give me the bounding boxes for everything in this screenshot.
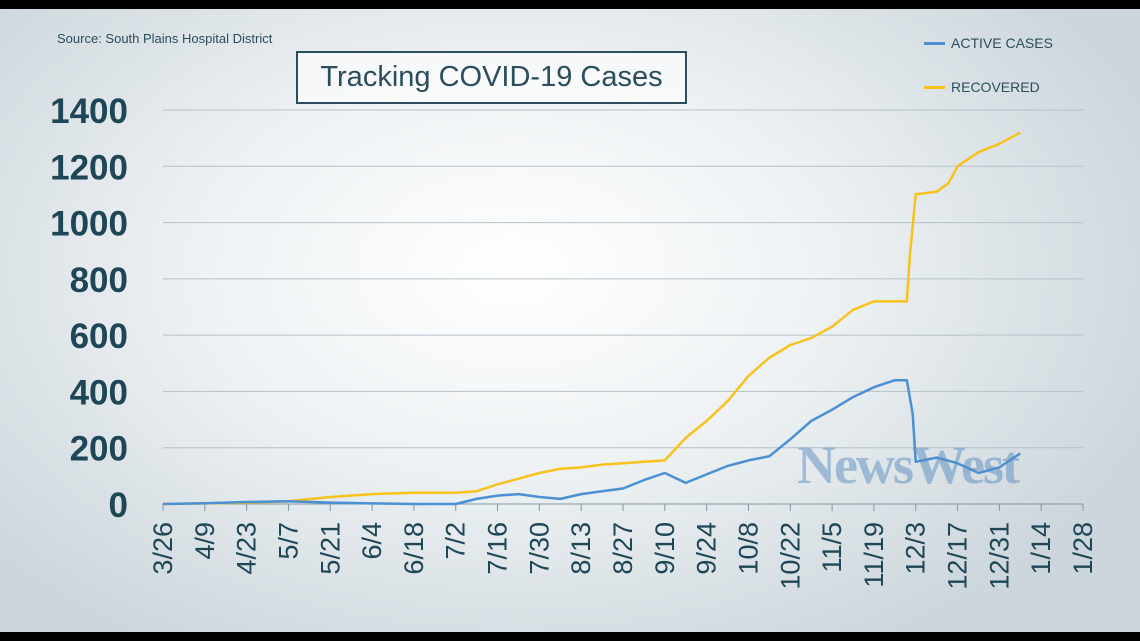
x-tick-label: 12/31 <box>984 522 1014 590</box>
x-tick-label: 11/19 <box>859 522 889 588</box>
chart-frame: 0 200 400 600 800 1000 1200 1400 3/26 4/9 4/23 5/7 5… <box>0 9 1140 632</box>
x-tick-label: 10/8 <box>733 522 763 575</box>
x-tick-label: 7/16 <box>483 522 513 575</box>
legend-label-active: ACTIVE CASES <box>951 35 1053 51</box>
line-chart: 0 200 400 600 800 1000 1200 1400 3/26 4/9 4/23 5/7 5… <box>50 92 1098 590</box>
legend-swatch-recovered <box>924 85 945 89</box>
y-tick-label: 800 <box>70 261 128 300</box>
y-tick-label: 1200 <box>50 148 128 187</box>
newswest-logo: NewsWest <box>797 435 1020 495</box>
x-tick-label: 4/23 <box>232 522 262 575</box>
y-tick-label: 200 <box>70 430 128 469</box>
chart-title-box: Tracking COVID-19 Cases <box>296 51 687 104</box>
x-tick-label: 8/13 <box>566 522 596 575</box>
x-tick-label: 6/18 <box>399 522 429 575</box>
chart-title: Tracking COVID-19 Cases <box>320 61 663 93</box>
legend-item-active: ACTIVE CASES <box>924 35 1053 51</box>
source-note: Source: South Plains Hospital District <box>57 31 273 46</box>
x-tick-label: 9/24 <box>692 522 722 575</box>
x-tick-label: 7/2 <box>441 522 471 560</box>
x-tick-label: 6/4 <box>357 522 387 560</box>
x-tick-label: 5/21 <box>315 522 345 575</box>
x-tick-label: 1/28 <box>1068 522 1098 575</box>
x-tick-label: 5/7 <box>273 522 303 560</box>
x-tick-label: 11/5 <box>817 522 847 573</box>
y-tick-label: 0 <box>109 486 128 525</box>
x-tick-label: 7/30 <box>524 522 554 575</box>
series-line-recovered <box>162 131 1021 506</box>
x-tick-label: 3/26 <box>148 522 178 575</box>
x-tick-label: 10/22 <box>775 522 805 590</box>
x-tick-label: 9/10 <box>650 522 680 575</box>
x-tick-label: 8/27 <box>608 522 638 575</box>
legend-swatch-active <box>924 41 945 45</box>
y-tick-label: 1000 <box>50 205 128 244</box>
x-tick-label: 4/9 <box>190 522 220 560</box>
legend-label-recovered: RECOVERED <box>951 79 1040 95</box>
y-tick-label: 600 <box>70 317 128 356</box>
y-tick-label: 1400 <box>50 92 128 131</box>
x-tick-label: 12/17 <box>943 522 973 590</box>
x-tick-label: 1/14 <box>1026 522 1056 575</box>
legend-item-recovered: RECOVERED <box>924 79 1040 95</box>
y-tick-label: 400 <box>70 373 128 412</box>
series-line-active-cases <box>162 378 1021 506</box>
x-tick-label: 12/3 <box>901 522 931 575</box>
